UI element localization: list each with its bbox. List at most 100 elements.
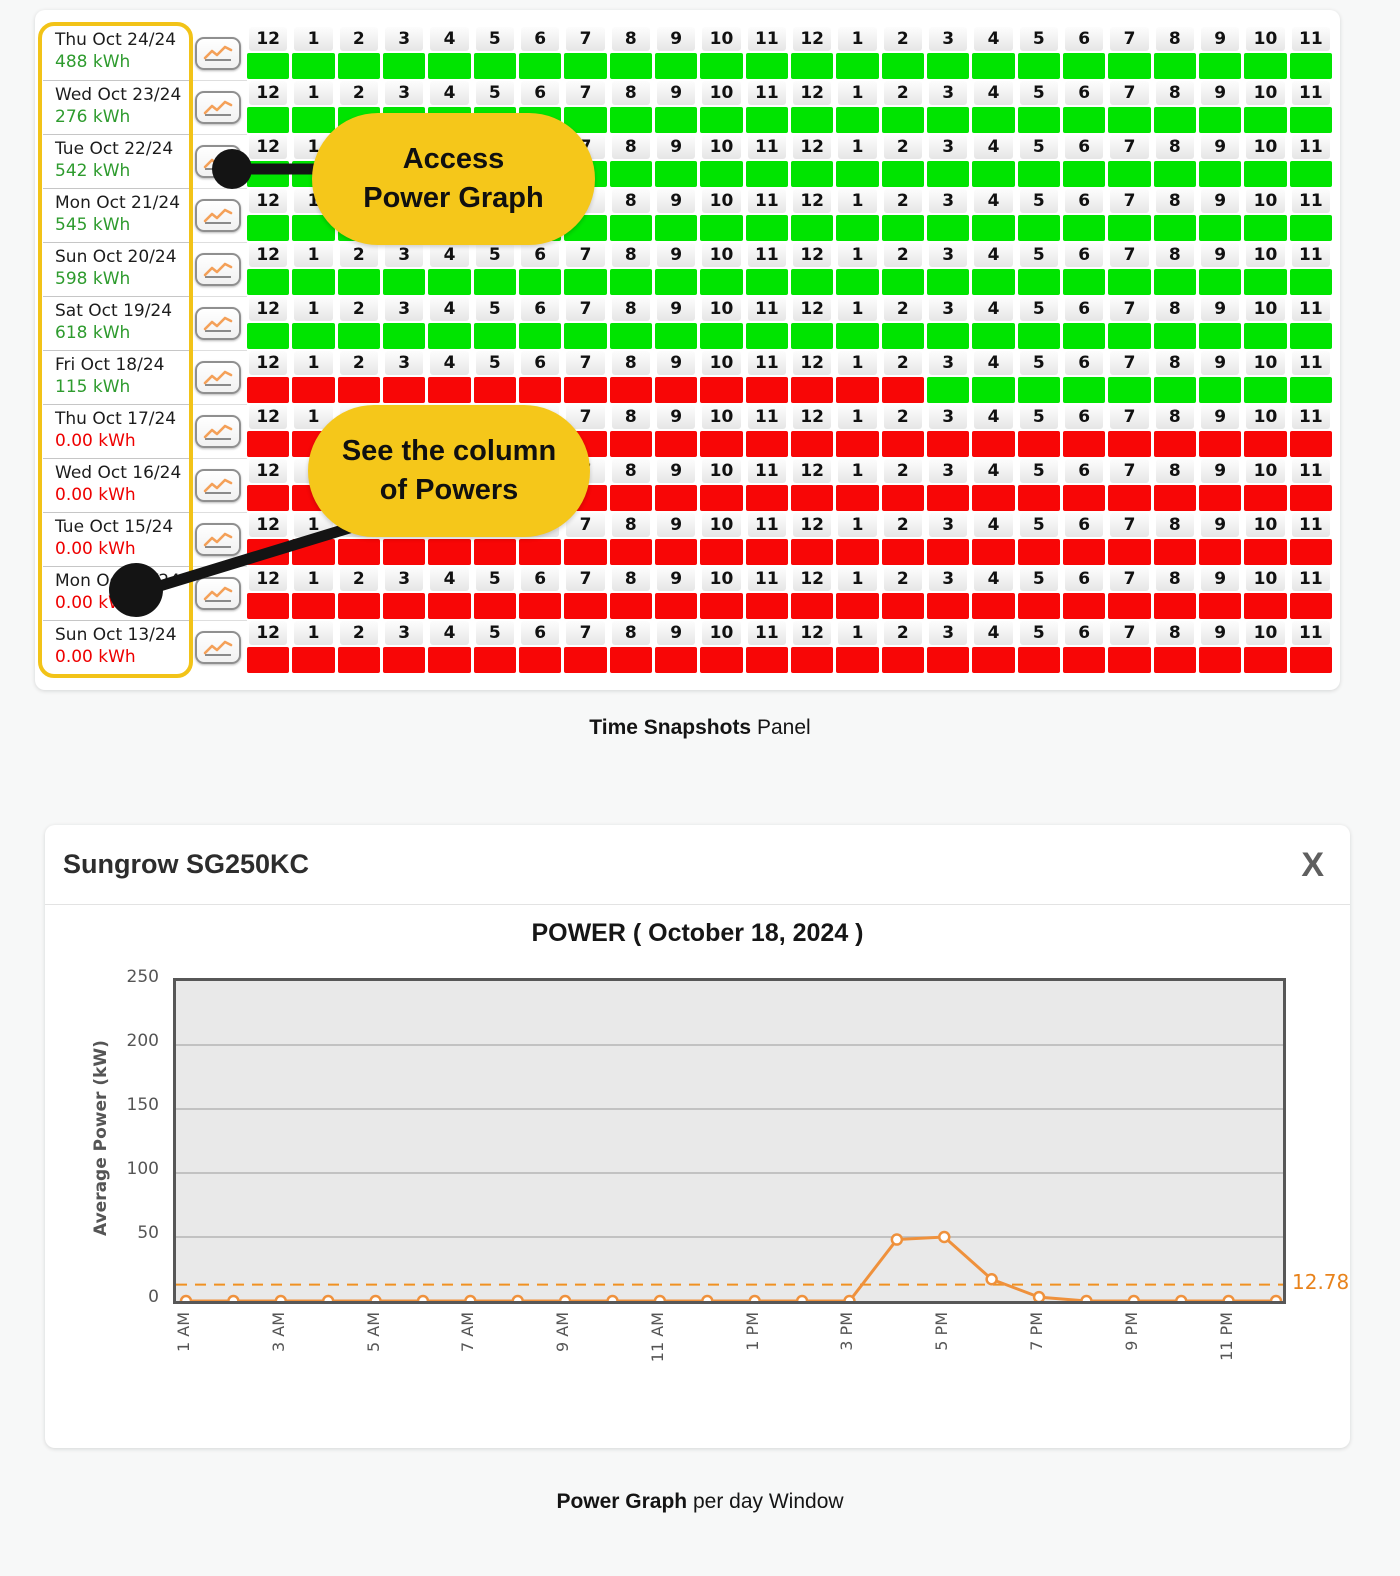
power-graph-button[interactable] bbox=[195, 469, 241, 502]
date-label: Thu Oct 17/24 bbox=[55, 409, 177, 429]
hour-status-cell bbox=[473, 323, 516, 349]
hour-column: 5 bbox=[473, 242, 516, 296]
power-caption: Power Graph per day Window bbox=[0, 1490, 1400, 1514]
hour-header-cell: 8 bbox=[1155, 135, 1194, 159]
hour-column: 10 bbox=[700, 404, 743, 458]
hour-column: 8 bbox=[609, 620, 652, 674]
power-graph-button[interactable] bbox=[195, 631, 241, 664]
hour-column: 12 bbox=[247, 566, 290, 620]
hour-status-cell bbox=[1017, 539, 1060, 565]
hour-status-cell bbox=[292, 323, 335, 349]
hour-column: 11 bbox=[1289, 242, 1332, 296]
hour-header-cell: 4 bbox=[430, 27, 469, 51]
hour-column: 8 bbox=[1153, 188, 1196, 242]
hour-column: 12 bbox=[790, 296, 834, 350]
hour-column: 10 bbox=[1244, 26, 1287, 80]
hour-header-cell: 1 bbox=[838, 621, 877, 645]
hour-header-cell: 11 bbox=[747, 513, 786, 537]
hour-status-cell bbox=[1198, 485, 1242, 511]
hour-column: 6 bbox=[1062, 620, 1106, 674]
power-graph-button[interactable] bbox=[195, 36, 241, 70]
hour-status-cell bbox=[700, 107, 743, 133]
hour-header-cell: 7 bbox=[566, 243, 605, 267]
date-label: Sun Oct 13/24 bbox=[55, 625, 177, 645]
hour-header-cell: 7 bbox=[1110, 567, 1149, 591]
hour-status-cell bbox=[972, 539, 1015, 565]
hour-column: 12 bbox=[790, 620, 834, 674]
line-chart-icon bbox=[203, 640, 233, 656]
hour-status-cell bbox=[1062, 53, 1106, 79]
hour-status-cell bbox=[836, 107, 879, 133]
power-graph-button[interactable] bbox=[195, 91, 241, 124]
hour-header-cell: 3 bbox=[928, 405, 968, 429]
line-chart-icon bbox=[203, 208, 233, 224]
hour-status-cell bbox=[564, 539, 607, 565]
hour-header-cell: 4 bbox=[974, 513, 1013, 537]
hour-header-cell: 4 bbox=[974, 243, 1013, 267]
hour-status-cell bbox=[790, 215, 834, 241]
power-graph-button[interactable] bbox=[195, 577, 241, 610]
power-chart: POWER ( October 18, 2024 ) Average Power… bbox=[45, 905, 1350, 1448]
hour-status-cell bbox=[1017, 53, 1060, 79]
power-graph-button[interactable] bbox=[195, 361, 241, 394]
power-graph-button[interactable] bbox=[195, 199, 241, 232]
hour-header-cell: 3 bbox=[384, 243, 424, 267]
power-graph-button[interactable] bbox=[195, 415, 241, 448]
hour-status-cell bbox=[972, 269, 1015, 295]
hour-column: 9 bbox=[1198, 188, 1242, 242]
hour-status-cell bbox=[247, 539, 290, 565]
hour-header-cell: 10 bbox=[702, 567, 741, 591]
hour-status-cell bbox=[881, 215, 924, 241]
power-graph-button[interactable] bbox=[195, 307, 241, 340]
hour-status-cell bbox=[745, 539, 788, 565]
hour-column: 1 bbox=[836, 350, 879, 404]
hour-header-cell: 11 bbox=[747, 27, 786, 51]
callout-line: of Powers bbox=[379, 474, 519, 506]
hour-header-cell: 3 bbox=[928, 621, 968, 645]
hour-column: 5 bbox=[1017, 566, 1060, 620]
hour-header-cell: 7 bbox=[1110, 297, 1149, 321]
hour-column: 2 bbox=[337, 26, 380, 80]
hour-header-cell: 4 bbox=[974, 27, 1013, 51]
power-graph-button[interactable] bbox=[195, 253, 241, 286]
hour-status-cell bbox=[654, 539, 698, 565]
device-title: Sungrow SG250KC bbox=[63, 849, 310, 879]
hour-header-cell: 1 bbox=[294, 351, 333, 375]
hour-header-cell: 8 bbox=[611, 459, 650, 483]
hour-column: 11 bbox=[745, 242, 788, 296]
hour-status-cell bbox=[654, 593, 698, 619]
hour-column: 10 bbox=[700, 350, 743, 404]
hour-header-cell: 11 bbox=[1291, 351, 1330, 375]
energy-value: 488 kWh bbox=[55, 52, 131, 73]
close-button[interactable]: X bbox=[1301, 845, 1324, 884]
snapshot-date-cell: Tue Oct 15/24 0.00 kWh bbox=[43, 512, 189, 566]
hour-status-cell bbox=[926, 377, 970, 403]
hour-column: 1 bbox=[836, 188, 879, 242]
hour-header-cell: 10 bbox=[702, 459, 741, 483]
hour-column: 12 bbox=[790, 134, 834, 188]
hour-header-cell: 12 bbox=[249, 351, 288, 375]
energy-value: 0.00 kWh bbox=[55, 485, 136, 506]
power-graph-button[interactable] bbox=[195, 523, 241, 556]
hour-column: 6 bbox=[1062, 242, 1106, 296]
power-graph-button[interactable] bbox=[195, 145, 241, 178]
hour-status-cell bbox=[1198, 161, 1242, 187]
hour-column: 2 bbox=[881, 620, 924, 674]
hour-header-cell: 9 bbox=[1200, 27, 1240, 51]
hour-column: 4 bbox=[428, 26, 471, 80]
hour-header-cell: 2 bbox=[883, 567, 922, 591]
hour-header-cell: 9 bbox=[656, 189, 696, 213]
hour-column: 9 bbox=[1198, 404, 1242, 458]
hour-column: 9 bbox=[654, 512, 698, 566]
hour-column: 6 bbox=[1062, 80, 1106, 134]
hour-column: 3 bbox=[382, 296, 426, 350]
hour-column: 12 bbox=[247, 242, 290, 296]
hour-status-cell bbox=[836, 269, 879, 295]
hour-status-cell bbox=[1289, 647, 1332, 673]
hour-header-cell: 7 bbox=[1110, 27, 1149, 51]
hour-header-cell: 11 bbox=[747, 405, 786, 429]
hour-column: 5 bbox=[473, 296, 516, 350]
date-label: Sat Oct 19/24 bbox=[55, 301, 173, 321]
hour-header-cell: 1 bbox=[294, 621, 333, 645]
y-axis-tick-label: 0 bbox=[148, 1287, 159, 1307]
